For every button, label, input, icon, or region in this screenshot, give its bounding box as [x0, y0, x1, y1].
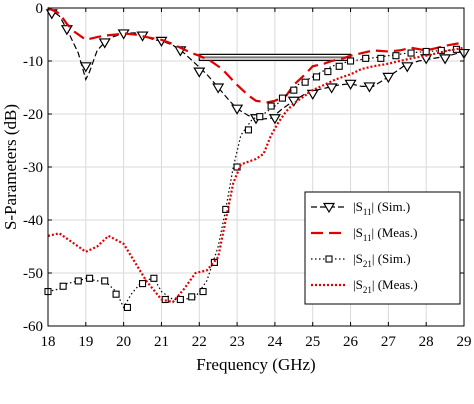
y-tick-label: -30: [23, 160, 43, 176]
legend-marker: [325, 255, 333, 263]
series-layer: [44, 7, 471, 312]
x-tick-label: 21: [154, 334, 169, 350]
x-tick-label: 23: [230, 334, 245, 350]
data-point: [176, 295, 184, 304]
data-point: [382, 72, 395, 84]
data-point: [59, 282, 67, 290]
y-tick-label: -60: [23, 319, 43, 335]
data-point: [268, 114, 281, 125]
data-point: [86, 274, 94, 282]
x-tick-label: 26: [343, 334, 359, 350]
series-line: [47, 7, 465, 104]
y-tick-label: -20: [23, 107, 43, 123]
data-point: [123, 303, 131, 312]
legend-label: |S11| (Meas.): [353, 225, 417, 243]
data-point: [150, 274, 158, 282]
legend-label: |S21| (Sim.): [353, 251, 411, 269]
x-tick-label: 27: [381, 334, 397, 350]
data-point: [312, 73, 321, 81]
series-3: [47, 46, 465, 304]
series-1: [47, 7, 465, 104]
data-point: [392, 52, 400, 60]
y-tick-label: -50: [23, 266, 43, 282]
data-point: [362, 54, 370, 62]
data-point: [377, 54, 385, 62]
data-point: [74, 277, 82, 285]
y-tick-label: -40: [23, 213, 43, 229]
data-point: [101, 277, 109, 285]
data-point: [60, 25, 73, 36]
legend-marker: [322, 202, 336, 214]
data-point: [231, 104, 244, 115]
x-tick-label: 24: [267, 334, 283, 350]
x-tick-label: 19: [78, 334, 93, 350]
data-point: [401, 62, 414, 73]
x-axis-title: Frequency (GHz): [196, 355, 315, 374]
data-point: [344, 79, 357, 90]
ticks: 18 19 20 21 22 23 24 25 26 27 28 29 0 -10 -20 -30 -40 -50…: [23, 1, 472, 350]
data-point: [256, 113, 264, 121]
x-tick-label: 25: [305, 334, 320, 350]
y-axis-title: S-Parameters (dB): [1, 104, 20, 230]
bandwidth-bar-layer: [198, 53, 352, 61]
data-point: [193, 67, 206, 78]
series-line: [47, 46, 465, 304]
data-point: [325, 83, 338, 94]
data-point: [212, 83, 225, 94]
data-point: [363, 82, 376, 93]
data-point: [244, 126, 252, 134]
series-0: [45, 7, 471, 125]
legend-label: |S21| (Meas.): [353, 277, 418, 295]
data-point: [233, 163, 241, 171]
data-point: [79, 62, 92, 73]
legend-label: |S11| (Sim.): [353, 199, 410, 217]
data-point: [199, 287, 207, 296]
data-point: [278, 94, 287, 102]
data-point: [138, 280, 147, 288]
data-point: [437, 46, 445, 54]
data-point: [346, 57, 355, 65]
data-point: [407, 49, 415, 57]
data-point: [324, 68, 332, 76]
data-point: [335, 62, 343, 70]
data-point: [222, 205, 230, 213]
legend: |S11| (Sim.) |S11| (Meas.) |S21| (Sim.) |S2…: [304, 191, 461, 305]
x-tick-label: 20: [116, 334, 131, 350]
data-point: [188, 293, 196, 301]
data-point: [210, 258, 218, 266]
data-point: [98, 38, 111, 49]
x-tick-label: 18: [41, 334, 56, 350]
y-tick-label: 0: [36, 1, 44, 17]
data-point: [439, 54, 452, 65]
legend-box: [304, 191, 461, 305]
data-point: [290, 86, 298, 94]
data-point: [301, 78, 309, 86]
data-point: [112, 290, 120, 298]
x-tick-label: 22: [192, 334, 207, 350]
series-line: [47, 7, 465, 120]
x-tick-label: 29: [457, 334, 472, 350]
data-point: [422, 47, 430, 56]
y-tick-label: -10: [23, 54, 43, 70]
data-point: [267, 102, 275, 110]
x-tick-label: 28: [419, 334, 434, 350]
